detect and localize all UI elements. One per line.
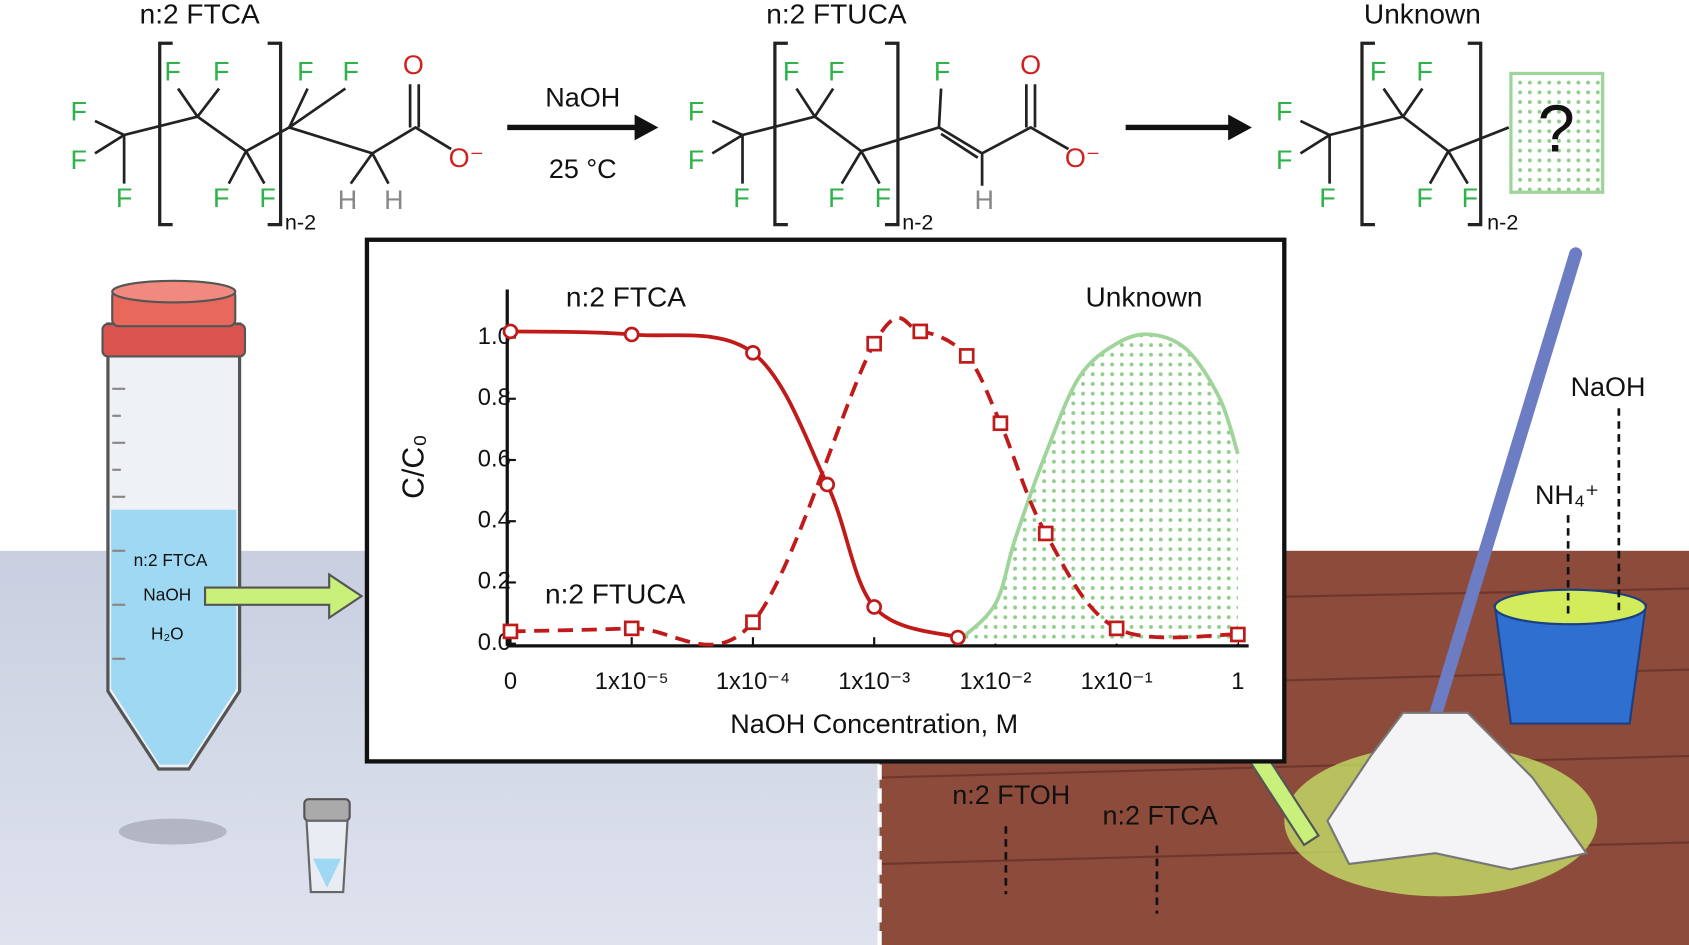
atom: F: [875, 183, 891, 213]
atom: F: [1370, 57, 1386, 87]
atom: O⁻: [449, 143, 484, 173]
chart: NaOH Concentration, M C/C₀ 0.00.20.40.60…: [397, 282, 1249, 739]
atom: O: [1020, 50, 1041, 80]
atom: F: [71, 145, 87, 175]
product-name: n:2 FTUCA: [766, 0, 907, 30]
marker: [1230, 626, 1246, 643]
atom: F: [828, 57, 844, 87]
x-tick-label: 1: [1231, 668, 1244, 695]
atom: F: [1462, 183, 1478, 213]
floor-label: n:2 FTOH: [952, 780, 1070, 810]
marker: [623, 620, 640, 637]
atom: F: [1276, 145, 1292, 175]
marker: [866, 335, 883, 352]
unknown-structure: Unknown F F F F F F F n-2 ?: [1276, 0, 1605, 234]
line: [957, 332, 1240, 643]
atom: F: [213, 57, 229, 87]
repeat-index: n-2: [902, 209, 933, 234]
marker: [1037, 525, 1054, 542]
atom: F: [71, 97, 87, 127]
floor-label: n:2 FTCA: [1102, 801, 1217, 831]
series-label: n:2 FTUCA: [545, 579, 686, 610]
condition: NaOH: [545, 82, 620, 112]
tube-label: NaOH: [143, 585, 191, 605]
x-tick-label: 1x10⁻⁵: [595, 668, 669, 695]
atom: F: [343, 57, 359, 87]
product-structure: n:2 FTUCA F F F F F F F F O O⁻ H n-2: [688, 0, 1100, 234]
area: [958, 334, 1238, 644]
atom: H: [384, 185, 403, 215]
x-tick-label: 1x10⁻⁴: [716, 668, 790, 695]
marker: [912, 323, 929, 340]
atom: O⁻: [1065, 143, 1100, 173]
marker: [745, 614, 761, 631]
y-axis-label: C/C₀: [397, 434, 430, 499]
tube: n:2 FTCA NaOH H₂O: [101, 279, 364, 845]
bucket-label: NaOH: [1571, 372, 1646, 402]
marker: [502, 323, 519, 340]
x-tick-label: 1x10⁻²: [959, 668, 1031, 695]
series-label: Unknown: [1086, 282, 1203, 313]
atom: F: [1416, 183, 1432, 213]
bucket-label: NH₄⁺: [1535, 480, 1599, 510]
atom: F: [828, 183, 844, 213]
x-tick-label: 1x10⁻³: [838, 668, 910, 695]
unknown-name: Unknown: [1364, 0, 1481, 30]
x-tick-label: 0: [504, 668, 517, 695]
atom: H: [975, 185, 994, 215]
y-tick-label: 0.4: [478, 506, 511, 533]
atom: F: [1319, 183, 1335, 213]
reaction-arrow: NaOH 25 °C: [507, 82, 659, 184]
mop-scene: NaOH NH₄⁺ n:2 FTOH n:2 FTCA: [952, 247, 1648, 914]
atom: O: [403, 50, 424, 80]
atom: F: [297, 57, 313, 87]
atom: F: [733, 183, 749, 213]
atom: F: [259, 183, 275, 213]
atom: H: [338, 185, 357, 215]
atom: F: [1416, 57, 1432, 87]
marker: [1108, 620, 1125, 637]
atom: F: [783, 57, 799, 87]
reactant-structure: n:2 FTCA F F F F F F F F F O O⁻ H H n-2: [71, 0, 484, 234]
marker: [745, 345, 761, 361]
y-tick-label: 0.6: [478, 445, 511, 472]
x-axis-label: NaOH Concentration, M: [730, 709, 1018, 739]
atom: F: [688, 145, 704, 175]
tube-label: n:2 FTCA: [134, 550, 208, 570]
atom: F: [164, 57, 180, 87]
marker: [819, 476, 836, 493]
y-tick-label: 0.2: [478, 568, 511, 595]
reactant-name: n:2 FTCA: [140, 0, 260, 30]
tube-label: H₂O: [151, 624, 184, 644]
series-label: n:2 FTCA: [566, 282, 686, 313]
x-tick-label: 1x10⁻¹: [1081, 668, 1153, 695]
repeat-index: n-2: [285, 209, 316, 234]
repeat-index: n-2: [1487, 209, 1518, 234]
atom: F: [688, 97, 704, 127]
reaction-arrow: [1125, 114, 1252, 141]
atom: F: [213, 183, 229, 213]
condition: 25 °C: [549, 154, 617, 184]
marker: [950, 629, 966, 646]
marker: [623, 326, 640, 343]
atom: F: [1276, 97, 1292, 127]
marker: [992, 415, 1009, 432]
marker: [502, 623, 519, 640]
atom: F: [934, 57, 950, 87]
vial: [303, 798, 351, 894]
marker: [958, 348, 975, 364]
atom: F: [116, 183, 132, 213]
marker: [866, 599, 883, 615]
unknown-mark: ?: [1538, 92, 1575, 167]
y-tick-label: 0.8: [478, 384, 511, 411]
